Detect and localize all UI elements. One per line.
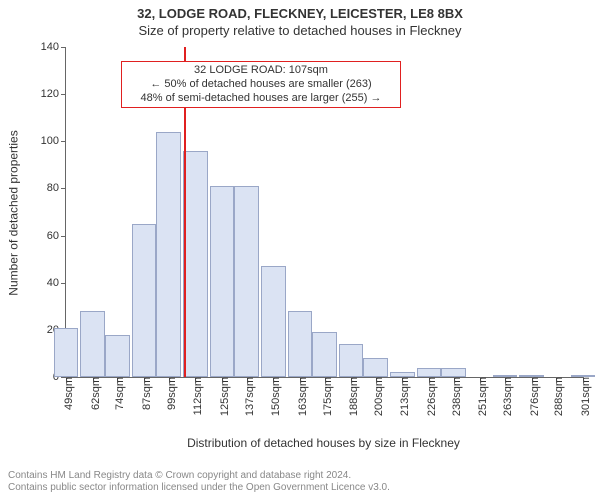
histogram-bar <box>390 372 415 377</box>
histogram-bar <box>312 332 337 377</box>
histogram-bar <box>183 151 208 377</box>
y-tick-label: 40 <box>47 277 66 289</box>
x-tick-label: 137sqm <box>238 377 256 416</box>
x-tick-label: 175sqm <box>316 377 334 416</box>
histogram-bar <box>234 186 259 377</box>
histogram-bar <box>571 375 596 377</box>
histogram-bar <box>156 132 181 377</box>
attribution-footer: Contains HM Land Registry data © Crown c… <box>0 466 600 500</box>
x-tick-label: 188sqm <box>342 377 360 416</box>
x-tick-label: 150sqm <box>264 377 282 416</box>
y-tick-label: 60 <box>47 230 66 242</box>
x-tick-label: 263sqm <box>496 377 514 416</box>
y-axis-label: Number of detached properties <box>6 48 22 378</box>
x-tick-label: 213sqm <box>393 377 411 416</box>
x-tick-label: 62sqm <box>84 377 102 410</box>
x-tick-label: 251sqm <box>471 377 489 416</box>
x-tick-label: 163sqm <box>291 377 309 416</box>
histogram-bar <box>288 311 313 377</box>
x-tick-label: 238sqm <box>445 377 463 416</box>
histogram-bar <box>417 368 442 377</box>
x-axis-label: Distribution of detached houses by size … <box>65 436 582 450</box>
x-tick-label: 288sqm <box>547 377 565 416</box>
histogram-bar <box>54 328 79 378</box>
histogram-bar <box>339 344 364 377</box>
x-tick-label: 200sqm <box>367 377 385 416</box>
y-tick-label: 140 <box>41 41 66 53</box>
x-tick-label: 99sqm <box>160 377 178 410</box>
annotation-box: 32 LODGE ROAD: 107sqm← 50% of detached h… <box>121 61 401 108</box>
y-tick-label: 80 <box>47 182 66 194</box>
histogram-bar <box>261 266 286 377</box>
footer-line-2: Contains public sector information licen… <box>8 482 592 494</box>
x-tick-label: 49sqm <box>57 377 75 410</box>
title-line-1: 32, LODGE ROAD, FLECKNEY, LEICESTER, LE8… <box>0 0 600 21</box>
histogram-bar <box>493 375 518 377</box>
histogram-bar <box>210 186 235 377</box>
x-tick-label: 112sqm <box>186 377 204 415</box>
x-tick-label: 226sqm <box>420 377 438 416</box>
x-tick-label: 276sqm <box>523 377 541 416</box>
x-tick-label: 74sqm <box>108 377 126 410</box>
annotation-line: ← 50% of detached houses are smaller (26… <box>126 78 396 92</box>
histogram-bar <box>105 335 130 377</box>
histogram-bar <box>519 375 544 377</box>
histogram-bar <box>80 311 105 377</box>
histogram-bar <box>363 358 388 377</box>
footer-line-1: Contains HM Land Registry data © Crown c… <box>8 470 592 482</box>
x-tick-label: 125sqm <box>213 377 231 416</box>
y-tick-label: 100 <box>41 135 66 147</box>
x-tick-label: 87sqm <box>135 377 153 410</box>
plot-area: 02040608010012014049sqm62sqm74sqm87sqm99… <box>65 47 583 378</box>
chart-container: 32, LODGE ROAD, FLECKNEY, LEICESTER, LE8… <box>0 0 600 500</box>
title-line-2: Size of property relative to detached ho… <box>0 21 600 38</box>
y-tick-label: 120 <box>41 88 66 100</box>
annotation-line: 32 LODGE ROAD: 107sqm <box>126 64 396 78</box>
x-tick-label: 301sqm <box>574 377 592 416</box>
histogram-chart: 02040608010012014049sqm62sqm74sqm87sqm99… <box>65 48 582 378</box>
histogram-bar <box>441 368 466 377</box>
histogram-bar <box>132 224 157 377</box>
annotation-line: 48% of semi-detached houses are larger (… <box>126 92 396 106</box>
